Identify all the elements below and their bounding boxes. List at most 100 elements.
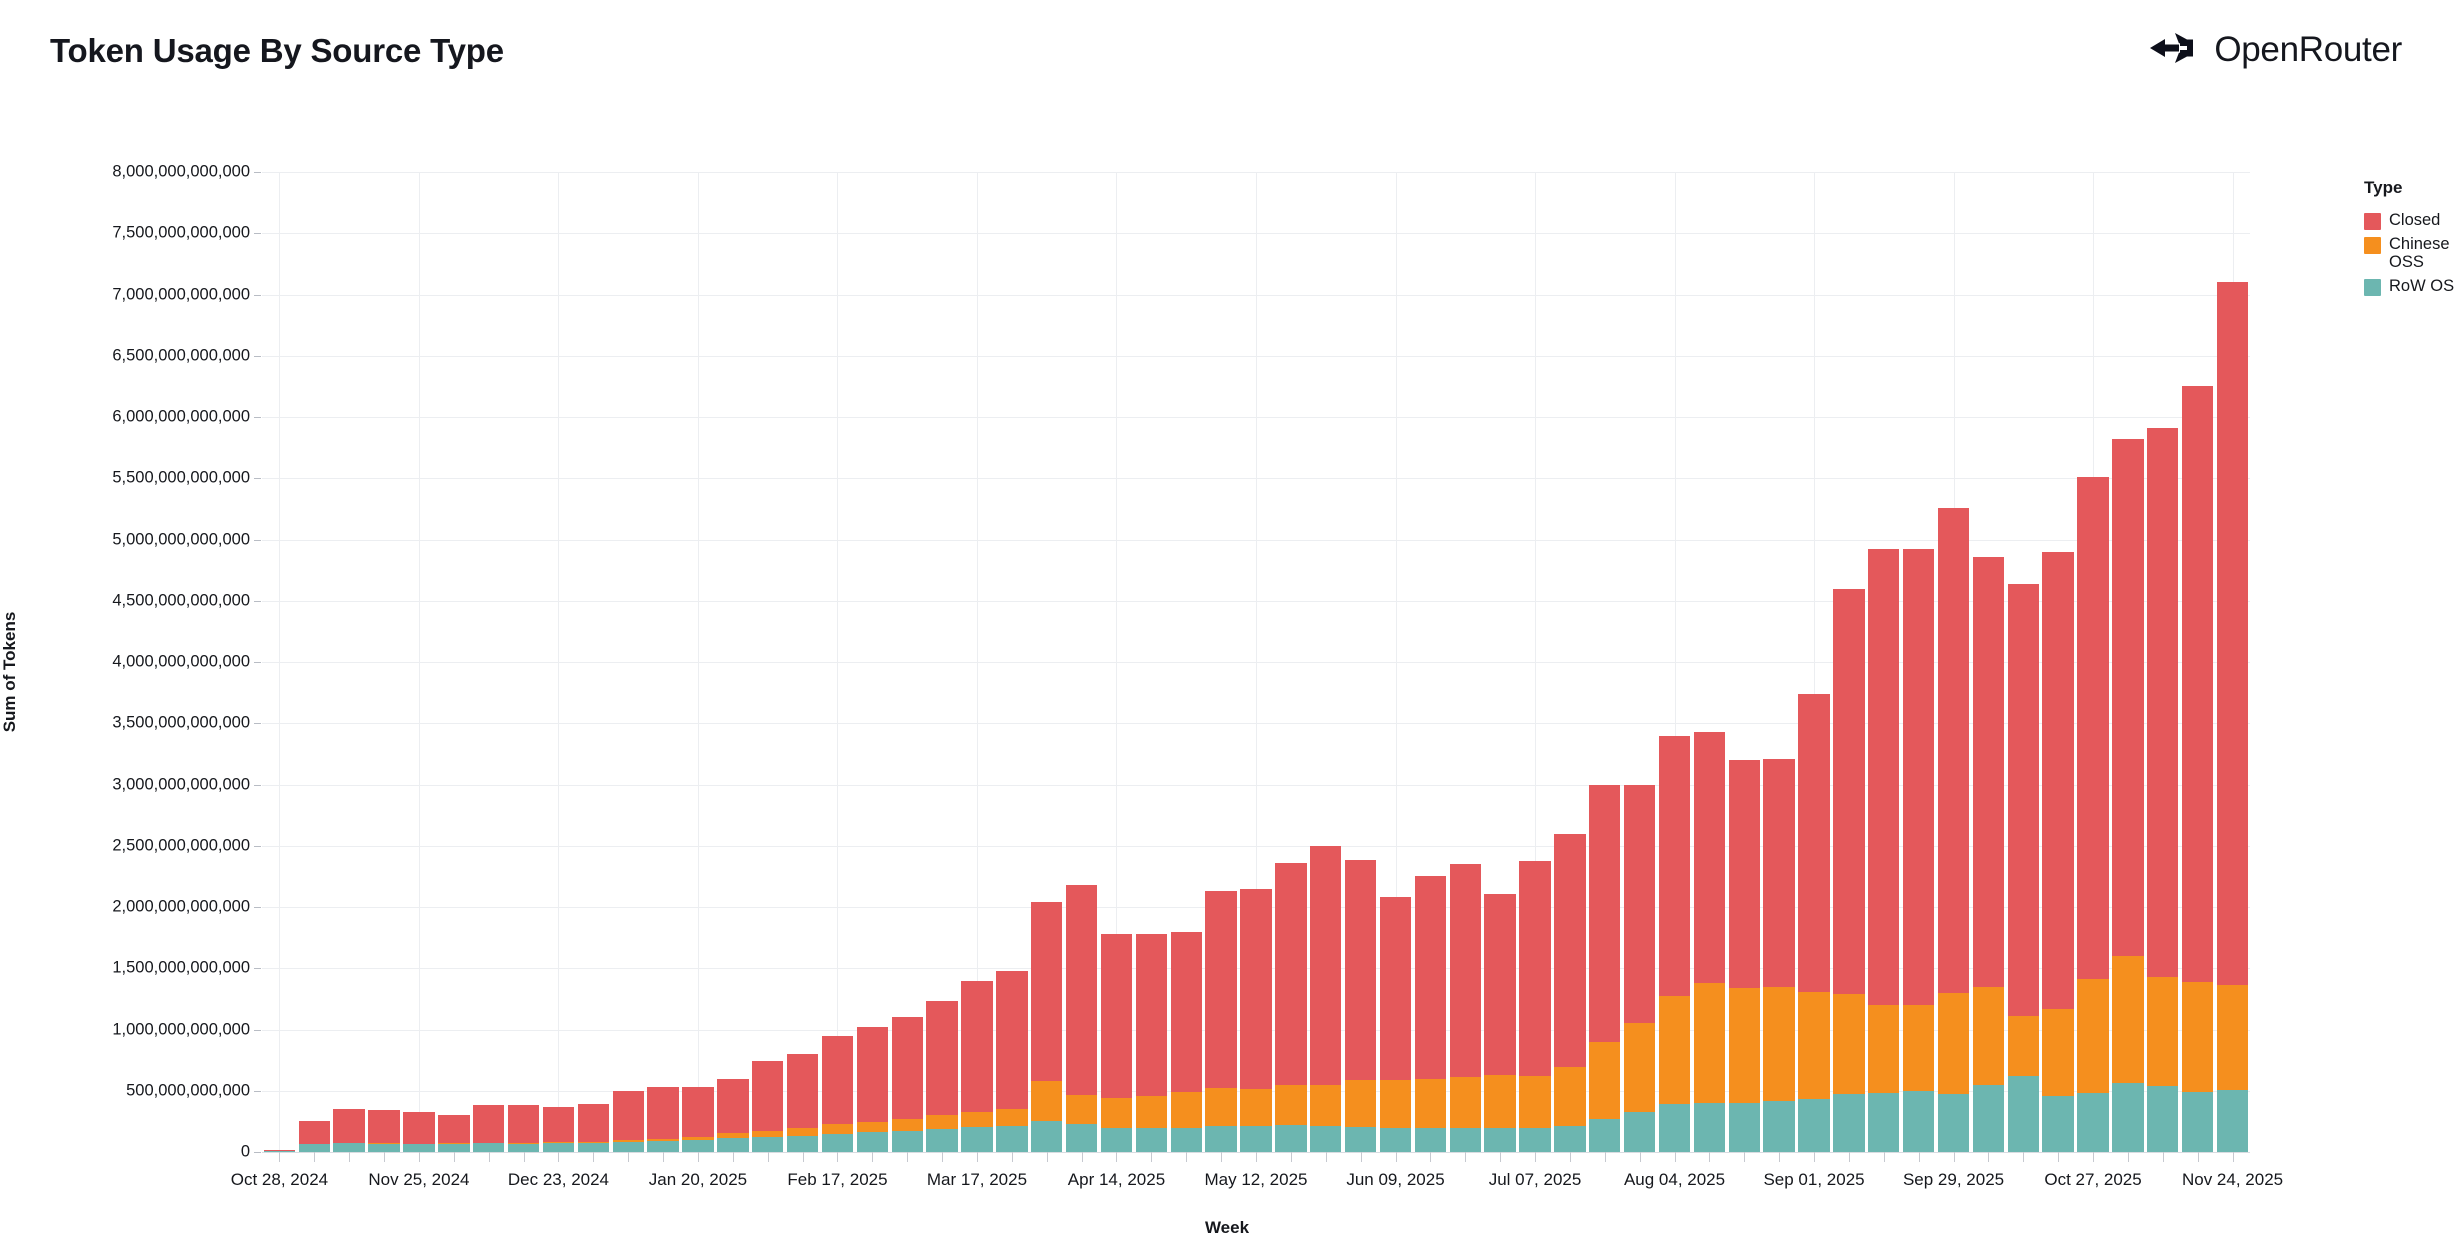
bar-segment-closed[interactable] xyxy=(856,1027,889,1122)
bar-segment-chinese-oss[interactable] xyxy=(1344,1079,1377,1127)
bar-segment-row-oss[interactable] xyxy=(1623,1111,1656,1152)
bar-segment-closed[interactable] xyxy=(891,1017,923,1119)
bar-segment-row-oss[interactable] xyxy=(1310,1125,1342,1152)
bar-segment-row-oss[interactable] xyxy=(1972,1085,2005,1152)
bar-segment-closed[interactable] xyxy=(2042,551,2074,1009)
bar-stack[interactable] xyxy=(856,1027,889,1152)
bar-segment-closed[interactable] xyxy=(298,1121,330,1145)
bar-stack[interactable] xyxy=(1868,549,1900,1152)
bar-stack[interactable] xyxy=(2181,386,2214,1152)
bar-segment-closed[interactable] xyxy=(1344,860,1377,1080)
bar-stack[interactable] xyxy=(438,1115,470,1152)
bar-segment-row-oss[interactable] xyxy=(2077,1093,2109,1152)
bar-segment-closed[interactable] xyxy=(717,1078,749,1134)
bar-segment-closed[interactable] xyxy=(1972,556,2005,987)
bar-segment-closed[interactable] xyxy=(1310,845,1342,1085)
bar-stack[interactable] xyxy=(1972,556,2005,1152)
bar-segment-chinese-oss[interactable] xyxy=(717,1133,749,1139)
bar-segment-closed[interactable] xyxy=(1589,784,1621,1042)
bar-segment-row-oss[interactable] xyxy=(2216,1089,2249,1152)
bar-segment-row-oss[interactable] xyxy=(2007,1076,2039,1152)
bar-segment-chinese-oss[interactable] xyxy=(1937,992,1970,1095)
bar-stack[interactable] xyxy=(682,1087,714,1152)
bar-segment-row-oss[interactable] xyxy=(1554,1125,1586,1152)
bar-segment-closed[interactable] xyxy=(1833,588,1865,994)
bar-segment-closed[interactable] xyxy=(1379,897,1412,1081)
bar-segment-row-oss[interactable] xyxy=(996,1125,1028,1152)
bar-segment-closed[interactable] xyxy=(333,1109,365,1143)
bar-segment-chinese-oss[interactable] xyxy=(996,1109,1028,1126)
bar-segment-row-oss[interactable] xyxy=(2112,1083,2144,1152)
bar-segment-row-oss[interactable] xyxy=(1449,1128,1481,1152)
bar-segment-chinese-oss[interactable] xyxy=(926,1115,958,1129)
bar-segment-row-oss[interactable] xyxy=(473,1143,505,1152)
bar-segment-closed[interactable] xyxy=(1031,902,1063,1081)
bar-segment-row-oss[interactable] xyxy=(1100,1127,1133,1152)
bar-segment-row-oss[interactable] xyxy=(1902,1091,1935,1152)
bar-segment-chinese-oss[interactable] xyxy=(473,1142,505,1144)
bar-stack[interactable] xyxy=(926,1001,958,1152)
bar-segment-row-oss[interactable] xyxy=(647,1140,679,1152)
bar-segment-chinese-oss[interactable] xyxy=(1868,1005,1900,1094)
bar-segment-chinese-oss[interactable] xyxy=(1623,1023,1656,1112)
bar-segment-closed[interactable] xyxy=(473,1105,505,1143)
bar-segment-row-oss[interactable] xyxy=(1833,1094,1865,1152)
bar-segment-row-oss[interactable] xyxy=(786,1136,819,1152)
bar-segment-closed[interactable] xyxy=(1275,862,1307,1085)
bar-segment-row-oss[interactable] xyxy=(1240,1125,1272,1152)
bar-segment-chinese-oss[interactable] xyxy=(1658,996,1691,1105)
bar-stack[interactable] xyxy=(821,1035,854,1152)
bar-segment-row-oss[interactable] xyxy=(403,1144,435,1152)
bar-segment-row-oss[interactable] xyxy=(1379,1128,1412,1152)
bar-segment-chinese-oss[interactable] xyxy=(1170,1091,1202,1128)
bar-segment-chinese-oss[interactable] xyxy=(1379,1080,1412,1129)
bar-segment-row-oss[interactable] xyxy=(298,1144,330,1152)
bar-stack[interactable] xyxy=(1449,864,1481,1152)
bar-segment-row-oss[interactable] xyxy=(1170,1127,1202,1152)
bar-segment-chinese-oss[interactable] xyxy=(2007,1016,2039,1077)
bar-stack[interactable] xyxy=(1658,735,1691,1152)
bar-stack[interactable] xyxy=(1031,902,1063,1152)
bar-segment-chinese-oss[interactable] xyxy=(752,1130,784,1138)
bar-stack[interactable] xyxy=(2147,428,2179,1152)
bar-segment-row-oss[interactable] xyxy=(1484,1127,1516,1152)
bar-segment-closed[interactable] xyxy=(682,1087,714,1137)
bar-segment-chinese-oss[interactable] xyxy=(1484,1075,1516,1128)
bar-segment-chinese-oss[interactable] xyxy=(2042,1008,2074,1097)
bar-segment-row-oss[interactable] xyxy=(542,1143,575,1152)
bar-segment-closed[interactable] xyxy=(263,1149,296,1151)
bar-stack[interactable] xyxy=(368,1110,400,1152)
bar-stack[interactable] xyxy=(1205,891,1237,1152)
bar-segment-row-oss[interactable] xyxy=(1344,1126,1377,1152)
bar-segment-closed[interactable] xyxy=(821,1035,854,1124)
bar-stack[interactable] xyxy=(1902,549,1935,1152)
bar-segment-row-oss[interactable] xyxy=(263,1151,296,1152)
bar-segment-row-oss[interactable] xyxy=(612,1141,644,1152)
bar-segment-closed[interactable] xyxy=(1484,893,1516,1076)
bar-stack[interactable] xyxy=(996,970,1028,1152)
bar-stack[interactable] xyxy=(1414,876,1447,1152)
bar-stack[interactable] xyxy=(752,1061,784,1152)
bar-stack[interactable] xyxy=(1100,933,1133,1152)
bar-segment-chinese-oss[interactable] xyxy=(2077,979,2109,1094)
bar-segment-row-oss[interactable] xyxy=(1868,1093,1900,1152)
bar-segment-chinese-oss[interactable] xyxy=(1135,1096,1168,1129)
bar-segment-chinese-oss[interactable] xyxy=(1728,987,1760,1103)
bar-segment-closed[interactable] xyxy=(1240,888,1272,1089)
bar-segment-closed[interactable] xyxy=(1519,861,1551,1077)
bar-segment-chinese-oss[interactable] xyxy=(682,1136,714,1140)
bar-stack[interactable] xyxy=(891,1017,923,1152)
bar-segment-chinese-oss[interactable] xyxy=(1519,1076,1551,1128)
bar-segment-chinese-oss[interactable] xyxy=(1902,1005,1935,1092)
bar-segment-row-oss[interactable] xyxy=(717,1138,749,1152)
bar-segment-closed[interactable] xyxy=(1728,760,1760,988)
bar-stack[interactable] xyxy=(1240,888,1272,1152)
bar-segment-row-oss[interactable] xyxy=(1414,1127,1447,1152)
bar-segment-row-oss[interactable] xyxy=(856,1132,889,1152)
bar-segment-row-oss[interactable] xyxy=(2042,1096,2074,1152)
bar-stack[interactable] xyxy=(1135,933,1168,1152)
bar-segment-chinese-oss[interactable] xyxy=(1240,1088,1272,1126)
bar-segment-chinese-oss[interactable] xyxy=(891,1118,923,1131)
bar-segment-chinese-oss[interactable] xyxy=(1031,1080,1063,1122)
bar-segment-row-oss[interactable] xyxy=(1519,1127,1551,1152)
